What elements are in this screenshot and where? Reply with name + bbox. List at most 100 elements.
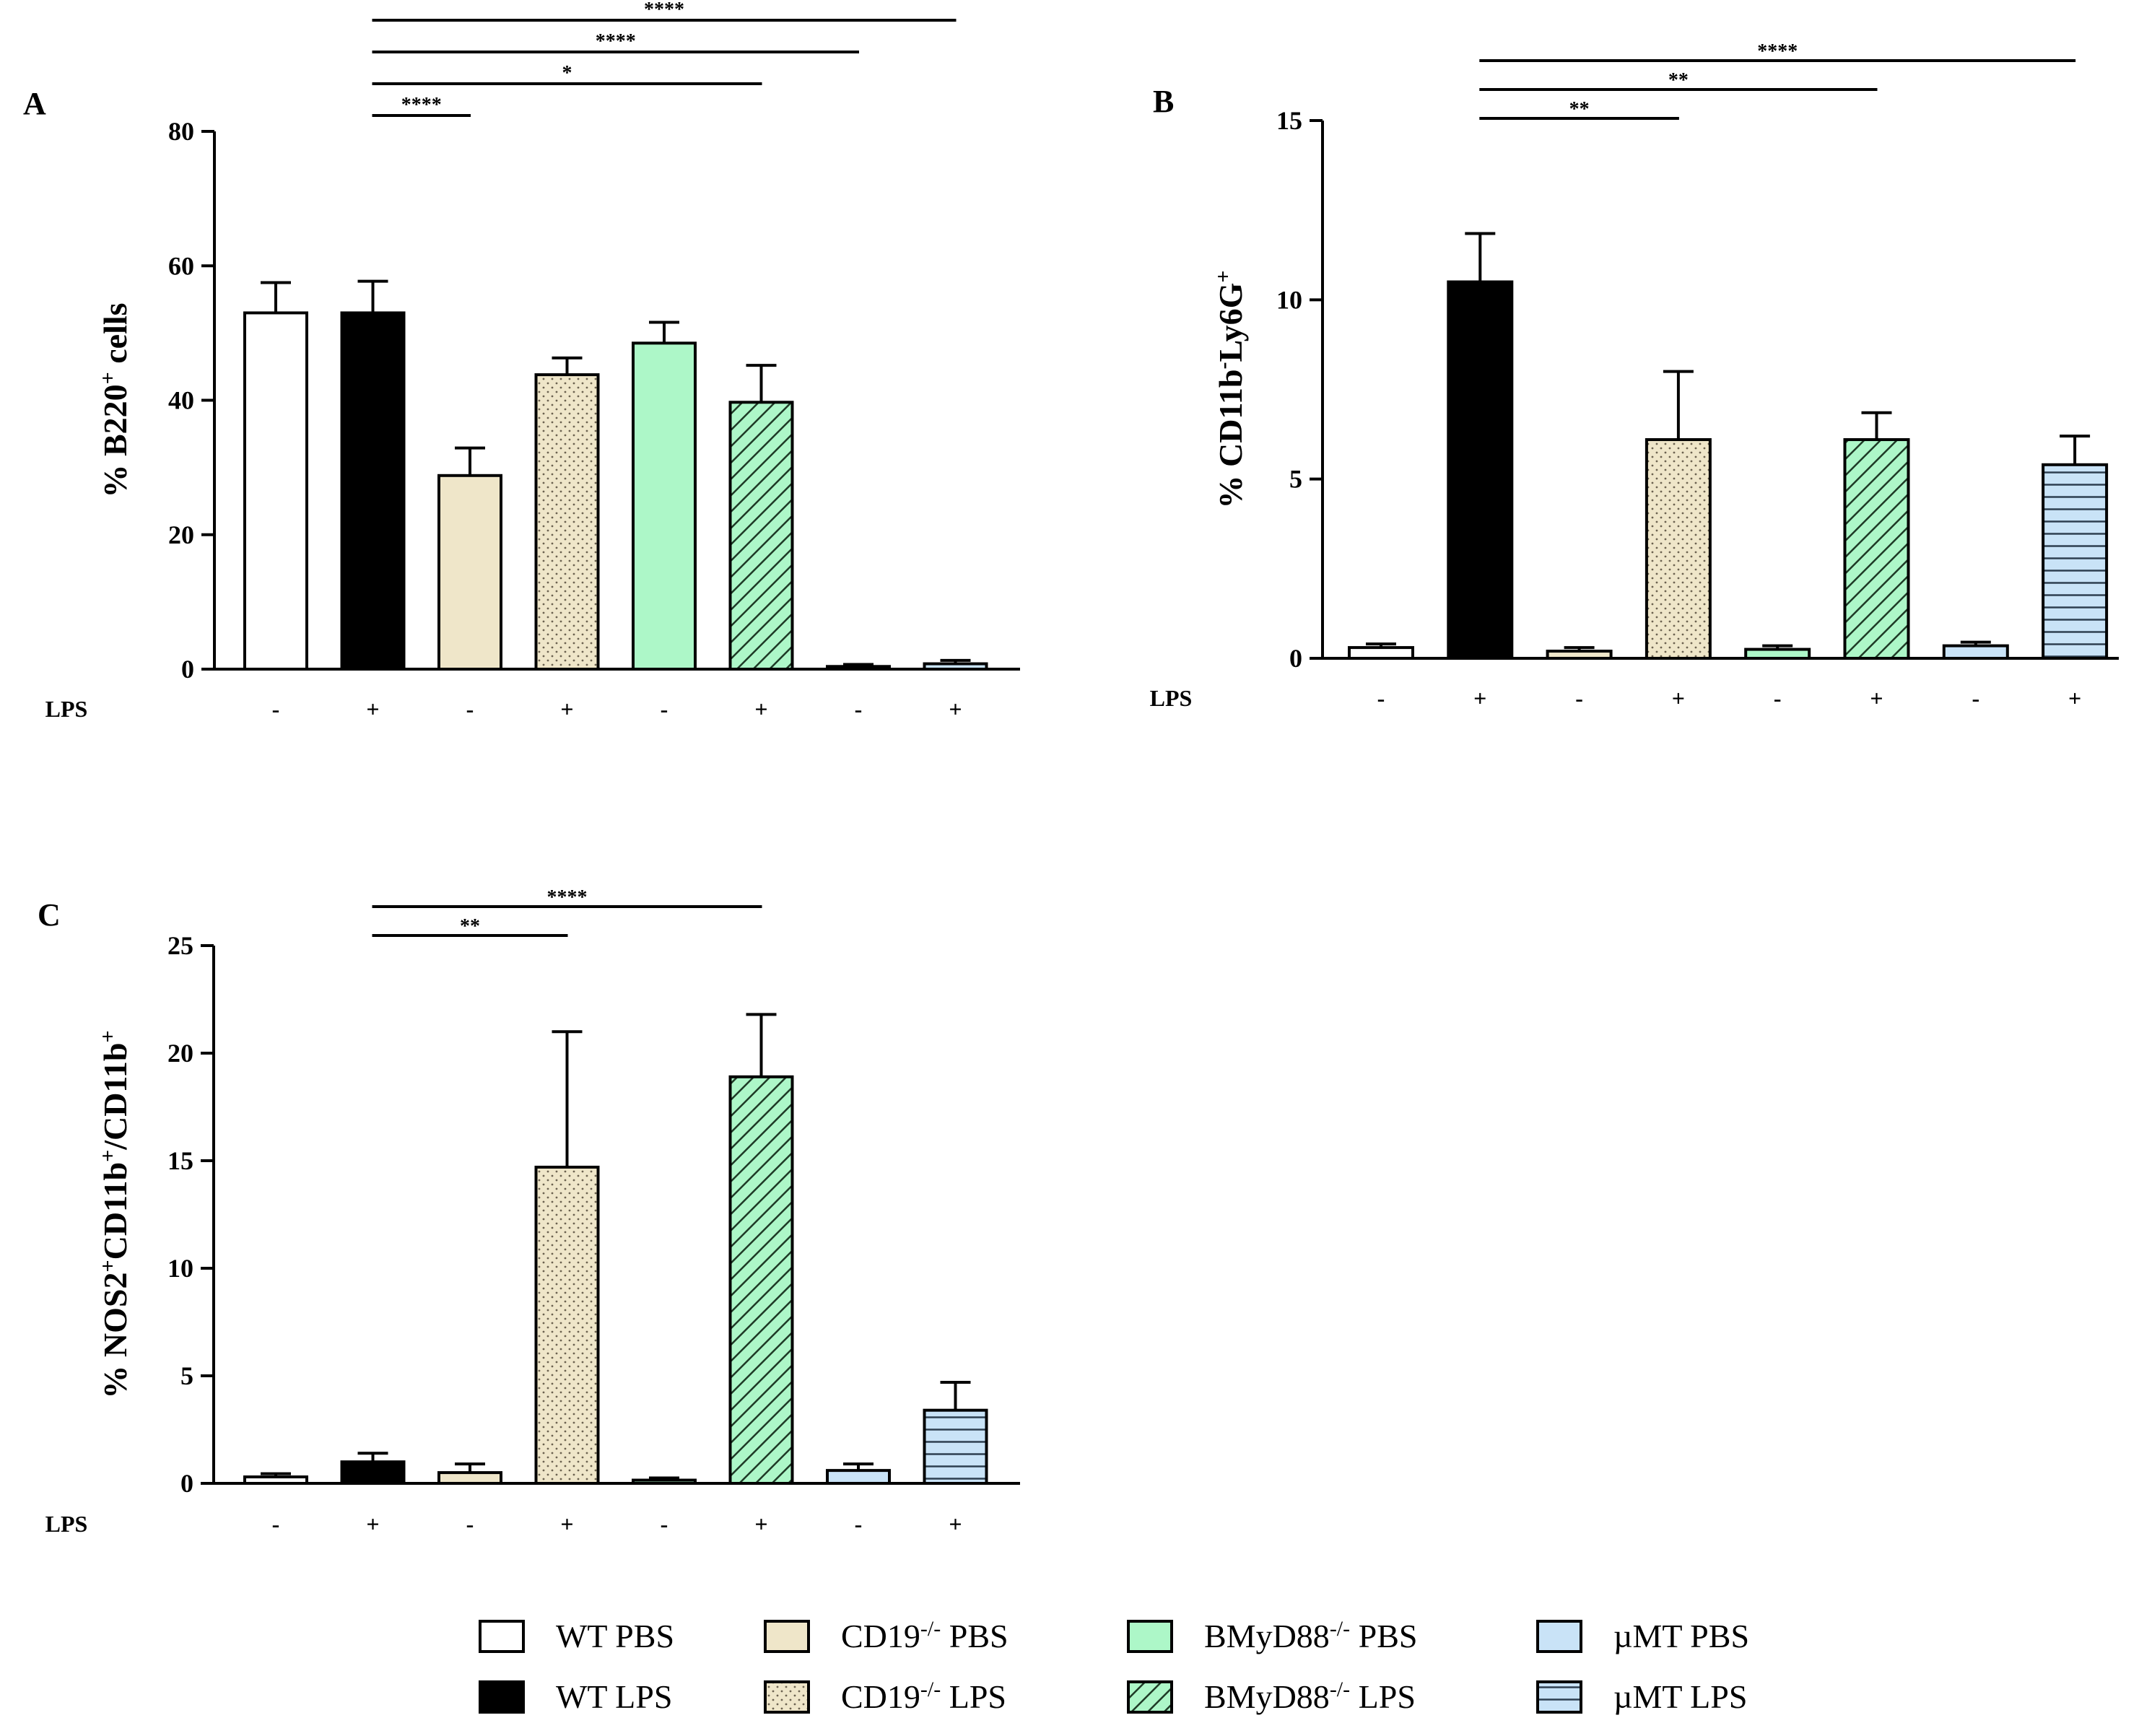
significance-label: **** bbox=[644, 0, 684, 21]
legend-label-part: LPS bbox=[1350, 1678, 1416, 1715]
x-category-label: - bbox=[855, 696, 863, 722]
x-category-label: + bbox=[2068, 685, 2081, 711]
x-category-label: - bbox=[466, 696, 474, 722]
y-tick-label: 40 bbox=[168, 386, 194, 415]
bar bbox=[728, 1075, 794, 1485]
significance-label: ** bbox=[1569, 98, 1590, 121]
bar bbox=[2042, 463, 2109, 660]
legend-label-part: PBS bbox=[941, 1618, 1008, 1654]
x-category-label: + bbox=[949, 1511, 962, 1537]
y-label-superscript: + bbox=[96, 372, 120, 384]
bar bbox=[632, 1478, 697, 1486]
y-axis-label: % B220+ cells bbox=[96, 302, 134, 497]
lps-row-label: LPS bbox=[45, 696, 88, 722]
significance-label: **** bbox=[547, 886, 588, 909]
y-tick-label: 20 bbox=[168, 520, 194, 549]
y-label-part: % NOS2 bbox=[97, 1272, 134, 1398]
bar bbox=[1546, 650, 1613, 660]
bar bbox=[340, 311, 406, 671]
x-category-label: - bbox=[466, 1511, 474, 1537]
legend-item: BMyD88-/- PBS bbox=[1127, 1617, 1418, 1654]
legend-label: CD19-/- LPS bbox=[841, 1678, 1006, 1716]
y-tick-label: 0 bbox=[1289, 644, 1302, 673]
y-label-part: cells bbox=[97, 302, 134, 372]
y-tick-label: 15 bbox=[1276, 106, 1302, 135]
x-category-label: + bbox=[949, 696, 962, 722]
panel-letter: B bbox=[1153, 84, 1174, 119]
bar bbox=[437, 474, 502, 671]
bar bbox=[1942, 644, 2009, 660]
y-tick-label: 10 bbox=[167, 1254, 193, 1283]
x-category-label: + bbox=[1473, 685, 1486, 711]
legend-item: µMT PBS bbox=[1536, 1618, 1749, 1654]
y-tick-label: 15 bbox=[167, 1146, 193, 1175]
x-category-label: - bbox=[661, 1511, 668, 1537]
bar bbox=[1843, 438, 1910, 660]
legend-swatch bbox=[479, 1620, 525, 1653]
bar bbox=[826, 1469, 891, 1485]
legend-item: µMT LPS bbox=[1536, 1678, 1747, 1715]
x-category-label: - bbox=[1774, 685, 1782, 711]
y-label-part: % CD11b bbox=[1212, 370, 1249, 509]
y-label-superscript: + bbox=[96, 1030, 120, 1042]
y-tick-label: 80 bbox=[168, 117, 194, 146]
y-label-part: /CD11b bbox=[97, 1043, 134, 1151]
bar bbox=[1348, 646, 1414, 660]
panel-letter: A bbox=[23, 86, 46, 121]
significance-label: **** bbox=[1757, 40, 1798, 63]
y-label-part: CD11b bbox=[97, 1162, 134, 1260]
bar bbox=[243, 311, 308, 671]
legend-swatch bbox=[764, 1620, 810, 1653]
legend-item: CD19-/- LPS bbox=[764, 1678, 1006, 1716]
bar bbox=[728, 401, 794, 671]
y-label-superscript: + bbox=[1211, 270, 1235, 282]
y-tick-label: 25 bbox=[167, 931, 193, 960]
legend-label: µMT PBS bbox=[1613, 1618, 1749, 1654]
significance-label: **** bbox=[596, 30, 636, 53]
legend-superscript: -/- bbox=[920, 1678, 941, 1701]
y-label-part: Ly6G bbox=[1212, 283, 1249, 362]
legend-label-part: PBS bbox=[1350, 1618, 1417, 1654]
y-tick-label: 20 bbox=[167, 1039, 193, 1068]
legend-superscript: -/- bbox=[1330, 1617, 1350, 1641]
significance-label: * bbox=[562, 62, 572, 84]
legend-label-part: BMyD88 bbox=[1204, 1618, 1330, 1654]
bar bbox=[340, 1460, 406, 1485]
x-category-label: - bbox=[272, 696, 280, 722]
legend-swatch bbox=[479, 1680, 525, 1714]
legend-item: BMyD88-/- LPS bbox=[1127, 1678, 1416, 1715]
lps-row-label: LPS bbox=[1150, 685, 1193, 711]
x-category-label: - bbox=[1575, 685, 1583, 711]
legend-superscript: -/- bbox=[920, 1617, 941, 1641]
significance-label: ** bbox=[1668, 69, 1689, 92]
legend-swatch bbox=[764, 1680, 810, 1714]
bar bbox=[437, 1471, 502, 1485]
x-category-label: - bbox=[1972, 685, 1979, 711]
legend-label-part: LPS bbox=[941, 1678, 1006, 1715]
legend-swatch bbox=[1127, 1680, 1173, 1714]
bar bbox=[1744, 647, 1811, 660]
legend-label-part: CD19 bbox=[841, 1618, 920, 1654]
x-category-label: - bbox=[1377, 685, 1385, 711]
x-category-label: + bbox=[560, 696, 573, 722]
bar bbox=[923, 662, 988, 671]
bar bbox=[632, 341, 697, 671]
bar bbox=[243, 1475, 308, 1486]
significance-label: ** bbox=[460, 915, 480, 938]
legend-label: µMT LPS bbox=[1613, 1678, 1747, 1715]
x-category-label: + bbox=[1672, 685, 1685, 711]
significance-label: **** bbox=[401, 94, 442, 116]
x-category-label: - bbox=[272, 1511, 280, 1537]
legend-swatch bbox=[1536, 1620, 1582, 1653]
legend-label: CD19-/- PBS bbox=[841, 1617, 1009, 1655]
bar bbox=[534, 1165, 600, 1485]
legend-item: WT PBS bbox=[479, 1618, 674, 1654]
legend-swatch bbox=[1536, 1680, 1582, 1714]
x-category-label: + bbox=[560, 1511, 573, 1537]
bar bbox=[1447, 280, 1514, 660]
